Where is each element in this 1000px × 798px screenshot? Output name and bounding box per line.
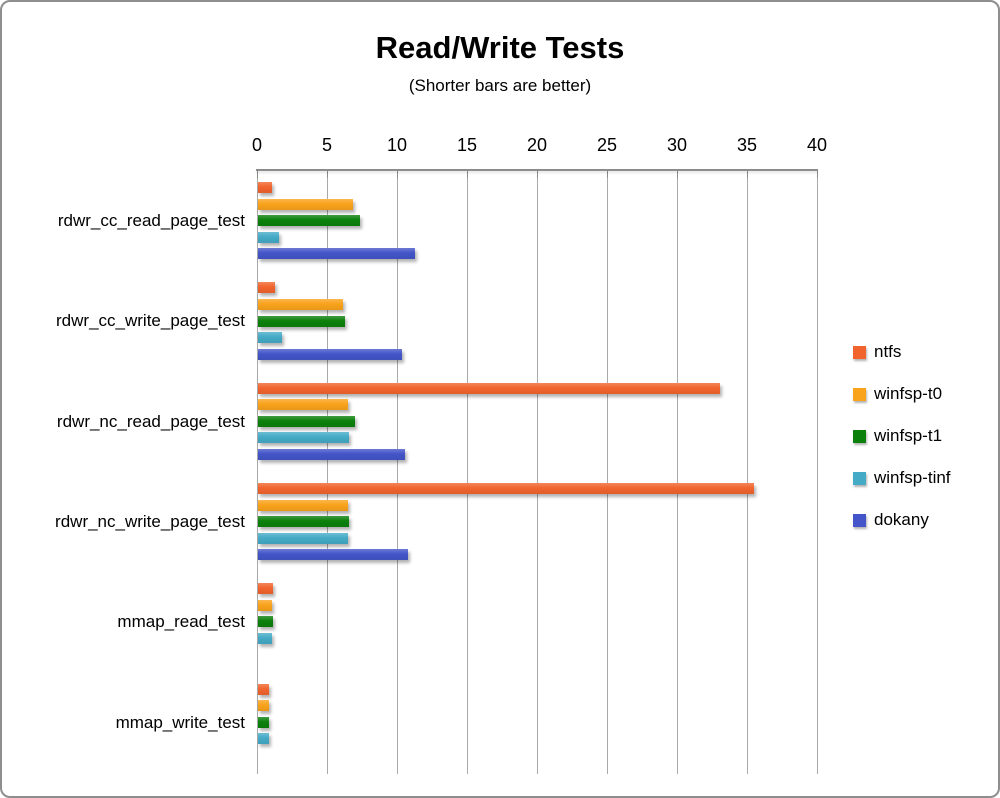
x-axis-line [256, 169, 818, 171]
category-label: rdwr_cc_write_page_test [56, 311, 245, 331]
gridline [746, 172, 748, 774]
bar-ntfs [258, 583, 274, 595]
x-axis-tick [746, 170, 748, 178]
x-axis-tick [396, 170, 398, 178]
bar-winfsp-t0 [258, 499, 348, 511]
legend-label: winfsp-t1 [874, 426, 943, 445]
x-axis-tick [536, 170, 538, 178]
legend-item-dokany: dokany [853, 508, 951, 532]
x-tick-label: 35 [736, 135, 758, 155]
legend: ntfs winfsp-t0 winfsp-t1 winfsp-tinf dokany [853, 340, 951, 550]
legend-swatch-icon [853, 513, 866, 527]
bar-winfsp-t1 [258, 215, 361, 227]
legend-item-winfsp-t0: winfsp-t0 [853, 382, 951, 406]
bar-ntfs [258, 382, 720, 394]
bar-winfsp-t1 [258, 415, 355, 427]
x-tick-label: 30 [666, 135, 688, 155]
legend-item-winfsp-t1: winfsp-t1 [853, 424, 951, 448]
x-tick-label: 25 [596, 135, 618, 155]
category-label: rdwr_nc_write_page_test [55, 511, 245, 531]
legend-swatch-icon [853, 429, 866, 443]
legend-item-ntfs: ntfs [853, 340, 951, 364]
x-axis-tick [676, 170, 678, 178]
bar-winfsp-t0 [258, 399, 348, 411]
bar-winfsp-tinf [258, 532, 348, 544]
bar-dokany [258, 449, 405, 460]
chart-subtitle: (Shorter bars are better) [408, 76, 592, 95]
x-axis-tick [326, 170, 328, 178]
bar-dokany [258, 549, 408, 561]
x-axis-tick [256, 170, 258, 178]
bar-winfsp-t1 [258, 616, 274, 628]
category-label: mmap_write_test [115, 712, 245, 732]
gridline [256, 172, 258, 774]
bar-winfsp-t1 [258, 516, 349, 528]
gridline [466, 172, 468, 774]
legend-swatch-icon [853, 345, 866, 359]
category-label: rdwr_cc_read_page_test [57, 211, 245, 230]
bar-dokany [258, 248, 415, 260]
bar-winfsp-tinf [258, 231, 279, 243]
x-axis-tick [606, 170, 608, 178]
bar-winfsp-t1 [258, 716, 270, 728]
bar-winfsp-tinf [258, 733, 270, 745]
bar-winfsp-t1 [258, 315, 345, 327]
bar-winfsp-tinf [258, 332, 282, 344]
x-tick-label: 40 [806, 135, 828, 155]
x-tick-label: 10 [386, 135, 408, 155]
gridline [326, 172, 328, 774]
bar-ntfs [258, 482, 754, 494]
legend-swatch-icon [853, 387, 866, 401]
gridline [396, 172, 398, 774]
x-axis-tick [466, 170, 468, 178]
gridline [536, 172, 538, 774]
x-tick-label: 0 [251, 135, 262, 155]
chart-title: Read/Write Tests [375, 30, 625, 65]
bar-ntfs [258, 282, 275, 294]
legend-label: dokany [874, 510, 929, 529]
legend-label: winfsp-t0 [874, 384, 943, 403]
legend-label: ntfs [874, 342, 902, 361]
legend-swatch-icon [853, 471, 866, 485]
gridline [606, 172, 608, 774]
x-axis-tick [816, 170, 818, 178]
category-label: rdwr_nc_read_page_test [56, 411, 245, 431]
gridline [816, 172, 818, 774]
x-tick-label: 15 [456, 135, 478, 155]
bar-winfsp-t0 [258, 599, 272, 611]
bar-winfsp-t0 [258, 700, 270, 712]
bar-dokany [258, 348, 403, 360]
bar-ntfs [258, 182, 272, 193]
legend-label: winfsp-tinf [874, 468, 951, 487]
gridline [676, 172, 678, 774]
bar-winfsp-tinf [258, 432, 349, 444]
category-label: mmap_read_test [117, 612, 245, 632]
x-tick-label: 5 [321, 135, 332, 155]
bar-winfsp-t0 [258, 298, 344, 310]
bar-ntfs [258, 683, 270, 695]
bar-winfsp-tinf [258, 633, 272, 644]
x-tick-label: 20 [526, 135, 548, 155]
bar-winfsp-t0 [258, 198, 354, 210]
legend-item-winfsp-tinf: winfsp-tinf [853, 466, 951, 490]
